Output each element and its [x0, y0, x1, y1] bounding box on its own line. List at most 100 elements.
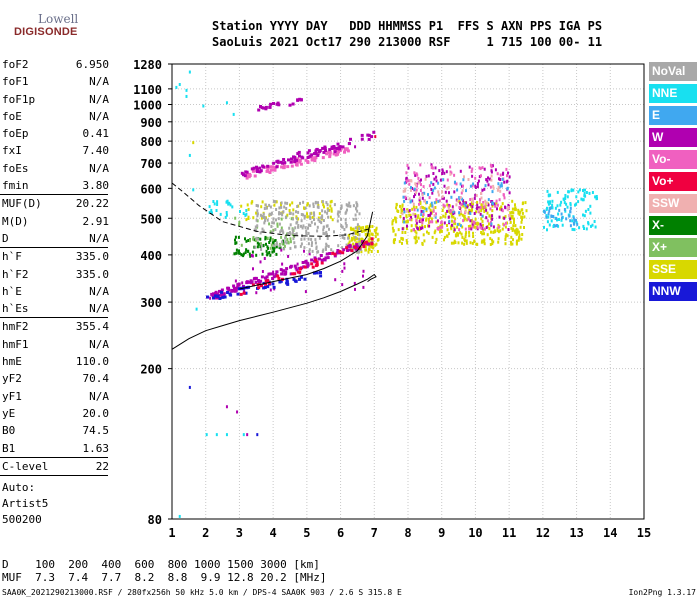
- echo-point: [425, 174, 428, 178]
- echo-point: [406, 179, 409, 183]
- polarization-legend: NoVal NNE E W Vo- Vo+ SSW X- X+ SSE NNW: [649, 62, 697, 304]
- auto-label: Auto:: [2, 481, 36, 494]
- x-tick-label: 13: [569, 526, 583, 540]
- param-value: 6.950: [75, 58, 109, 71]
- echo-point: [188, 153, 191, 157]
- echo-point: [501, 177, 504, 181]
- echo-point: [453, 239, 456, 243]
- echo-point: [403, 210, 406, 214]
- echo-point: [234, 238, 236, 242]
- echo-point: [316, 229, 319, 233]
- echo-point: [492, 230, 495, 234]
- echo-point: [364, 240, 368, 244]
- echo-point: [450, 225, 453, 229]
- echo-point: [397, 228, 400, 232]
- echo-point: [573, 218, 576, 222]
- echo-point: [509, 211, 512, 215]
- echo-point: [452, 207, 455, 211]
- echo-point: [486, 233, 489, 237]
- echo-point: [358, 212, 361, 216]
- echo-point: [317, 205, 320, 209]
- echo-point: [403, 199, 406, 203]
- echo-point: [496, 172, 499, 176]
- echo-point: [300, 224, 302, 228]
- echo-point: [313, 213, 316, 217]
- echo-point: [497, 186, 500, 190]
- echo-point: [458, 197, 461, 200]
- echo-point: [453, 190, 456, 194]
- echo-point: [336, 249, 340, 252]
- echo-point: [422, 212, 425, 216]
- echo-point: [317, 250, 320, 254]
- echo-point: [226, 286, 230, 290]
- echo-point: [459, 231, 462, 235]
- echo-point: [262, 216, 265, 220]
- echo-point: [240, 171, 244, 175]
- echo-point: [330, 145, 334, 149]
- echo-point: [271, 277, 275, 280]
- echo-point: [255, 291, 258, 295]
- echo-point: [561, 216, 563, 220]
- echo-point: [366, 225, 369, 229]
- echo-point: [336, 219, 339, 223]
- echo-point: [511, 229, 514, 232]
- echo-point: [255, 236, 258, 240]
- echo-point: [266, 245, 269, 249]
- echo-point: [319, 271, 322, 274]
- param-name: fmin: [2, 179, 29, 193]
- echo-point: [473, 196, 476, 200]
- echo-point: [500, 205, 503, 209]
- echo-point: [468, 227, 471, 231]
- echo-point: [503, 216, 506, 220]
- echo-point: [361, 243, 365, 247]
- echo-point: [280, 272, 284, 276]
- echo-point: [360, 250, 363, 254]
- echo-point: [481, 204, 484, 208]
- echo-point: [588, 191, 591, 195]
- echo-point: [457, 233, 459, 237]
- echo-point: [455, 233, 458, 237]
- echo-point: [250, 281, 253, 285]
- echo-point: [439, 178, 442, 182]
- param-name: hmE: [2, 355, 22, 369]
- echo-point: [280, 229, 283, 232]
- echo-point: [333, 254, 337, 258]
- echo-point: [452, 241, 455, 245]
- echo-point: [402, 216, 405, 220]
- echo-point: [243, 289, 246, 293]
- y-tick-label: 300: [140, 296, 162, 310]
- echo-point: [504, 238, 507, 241]
- echo-point: [323, 145, 327, 149]
- echo-point: [278, 206, 281, 210]
- echo-point: [375, 242, 378, 246]
- echo-point: [314, 152, 318, 155]
- echo-point: [474, 186, 477, 189]
- echo-point: [440, 221, 443, 225]
- echo-point: [265, 169, 269, 173]
- param-row: foF1 N/A: [0, 73, 112, 90]
- echo-point: [563, 208, 566, 211]
- echo-point: [272, 221, 275, 225]
- echo-point: [447, 232, 450, 236]
- echo-point: [322, 219, 325, 222]
- echo-point: [391, 222, 394, 226]
- param-row: h`F 335.0: [0, 248, 112, 265]
- echo-point: [458, 228, 461, 232]
- echo-point: [443, 204, 446, 208]
- echo-point: [418, 219, 421, 223]
- echo-point: [475, 194, 478, 198]
- echo-point: [354, 226, 357, 230]
- param-separator: [0, 475, 108, 477]
- echo-point: [231, 205, 234, 209]
- echo-point: [585, 191, 588, 194]
- profile-curve: [171, 273, 377, 350]
- echo-point: [352, 250, 355, 254]
- echo-point: [363, 229, 365, 233]
- echo-point: [251, 283, 255, 287]
- echo-point: [286, 165, 290, 169]
- x-tick-label: 5: [303, 526, 310, 540]
- echo-point: [270, 212, 273, 216]
- echo-point: [500, 184, 503, 188]
- echo-point: [347, 142, 351, 146]
- echo-point: [401, 203, 404, 207]
